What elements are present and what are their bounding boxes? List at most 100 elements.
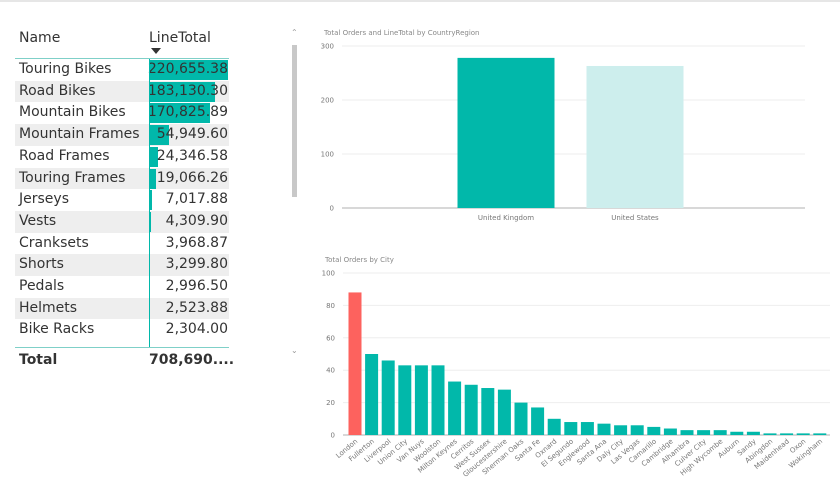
row-name: Cranksets [19,234,89,251]
bar[interactable] [813,433,827,435]
row-value: 2,304.00 [165,321,228,338]
row-value: 4,309.90 [165,212,228,229]
table-row[interactable]: Helmets 2,523.88 [15,297,229,320]
bar[interactable] [580,422,594,435]
bar[interactable] [746,431,760,435]
bar[interactable] [597,423,611,435]
y-tick-label: 40 [326,367,335,375]
row-value: 2,523.88 [165,299,228,316]
chart-title: Total Orders and LineTotal by CountryReg… [323,29,479,37]
bar[interactable] [531,407,545,435]
row-value: 220,655.38 [147,61,228,77]
total-label: Total [19,352,58,368]
bar[interactable] [713,430,727,435]
bar[interactable] [614,425,628,435]
chart-title: Total Orders by City [324,256,394,264]
table-row[interactable]: Touring Frames 19,066.26 [15,167,229,190]
data-bar [149,146,158,167]
y-tick-label: 20 [326,399,335,407]
y-tick-label: 60 [326,334,335,342]
bar[interactable] [663,428,677,435]
bar[interactable] [586,65,684,208]
data-bar [149,81,215,102]
row-name: Jerseys [19,191,69,208]
row-value: 24,346.58 [156,147,228,164]
bar[interactable] [796,433,810,435]
y-tick-label: 200 [321,97,334,105]
y-tick-label: 100 [322,270,335,278]
bar[interactable] [398,365,412,435]
row-name: Shorts [19,256,64,273]
table-scrollbar[interactable]: ⌃ ⌄ [291,28,298,358]
table-row[interactable]: Shorts 3,299.80 [15,254,229,276]
bar[interactable] [431,365,445,435]
scroll-down-icon[interactable]: ⌄ [291,346,298,355]
row-name: Vests [19,212,57,229]
bar[interactable] [780,433,794,435]
row-value: 3,968.87 [165,234,228,251]
bar[interactable] [630,425,644,435]
y-tick-label: 80 [326,302,335,310]
y-tick-label: 100 [321,151,334,159]
table-row[interactable]: Bike Racks 2,304.00 [15,319,229,341]
bar[interactable] [481,388,495,435]
data-bar [149,125,169,146]
table-row[interactable]: Jerseys 7,017.88 [15,189,229,211]
bar[interactable] [365,354,379,435]
row-name: Mountain Frames [19,126,140,143]
bar[interactable] [697,430,711,435]
column-header-name[interactable]: Name [19,30,61,46]
row-value: 19,066.26 [156,169,228,186]
row-value: 54,949.60 [156,126,228,143]
y-tick-label: 300 [321,43,334,51]
bar[interactable] [547,418,561,435]
bar[interactable] [414,365,428,435]
row-name: Mountain Bikes [19,104,126,121]
column-header-linetotal[interactable]: LineTotal [149,30,211,46]
table-row[interactable]: Vests 4,309.90 [15,210,229,233]
total-value: 708,690.... [149,352,235,368]
row-name: Helmets [19,299,78,316]
table-row[interactable]: Road Bikes 183,130.30 [15,80,229,103]
row-name: Touring Bikes [19,61,112,77]
row-value: 170,825.89 [147,104,228,121]
row-value: 2,996.50 [165,278,228,294]
scrollbar-thumb[interactable] [292,45,297,197]
row-value: 183,130.30 [147,82,228,99]
row-name: Road Frames [19,147,110,164]
header-divider [15,58,229,59]
table-row[interactable]: Pedals 2,996.50 [15,276,229,298]
table-row[interactable]: Mountain Frames 54,949.60 [15,124,229,146]
row-name: Bike Racks [19,321,95,338]
bar[interactable] [514,402,528,435]
bar[interactable] [730,431,744,435]
bar[interactable] [647,426,661,435]
row-name: Road Bikes [19,82,96,99]
row-name: Pedals [19,278,65,294]
top-border [0,0,840,2]
table-row[interactable]: Mountain Bikes 170,825.89 [15,102,229,124]
data-bar [149,60,228,80]
bar[interactable] [763,433,777,435]
bar[interactable] [448,381,462,435]
bar[interactable] [497,389,511,435]
column-divider [149,59,150,347]
footer-divider [15,347,229,348]
row-value: 7,017.88 [165,191,228,208]
table-row[interactable]: Road Frames 24,346.58 [15,146,229,168]
table-row[interactable]: Touring Bikes 220,655.38 [15,59,229,81]
data-bar [149,103,211,124]
bar[interactable] [564,422,578,435]
row-value: 3,299.80 [165,256,228,273]
x-tick-label: United States [611,214,659,222]
bar[interactable] [464,384,478,435]
sort-descending-icon[interactable] [151,48,161,54]
bar[interactable] [348,292,362,435]
bar[interactable] [381,360,395,435]
scroll-up-icon[interactable]: ⌃ [291,28,298,37]
bar[interactable] [680,430,694,435]
bar[interactable] [457,57,555,208]
y-tick-label: 0 [331,432,335,440]
row-name: Touring Frames [19,169,126,186]
